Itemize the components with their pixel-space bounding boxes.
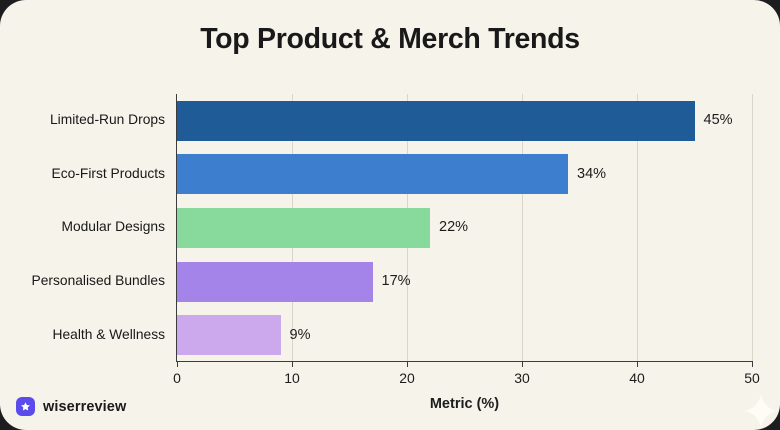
bar-value-label: 22% (439, 219, 469, 236)
plot-area: 45% Limited-Run Drops 34% Eco-First Product… (32, 94, 752, 362)
bar-value-label: 17% (381, 273, 411, 290)
bar-row: 45% Limited-Run Drops (50, 94, 752, 148)
bar[interactable] (177, 261, 373, 302)
bar-value-label: 34% (577, 165, 607, 182)
y-axis-label-slot: Health & Wellness (0, 308, 177, 362)
y-tick-label: Health & Wellness (52, 326, 165, 342)
x-tick-label: 0 (173, 370, 181, 386)
y-tick-label: Limited-Run Drops (49, 112, 165, 128)
bar-row: 17% Personalised Bundles (32, 255, 752, 309)
bar-value-label: 9% (289, 326, 311, 343)
page-title: Top Product & Merch Trends (200, 23, 580, 55)
x-tick-label: 20 (399, 370, 415, 386)
x-tick-label: 50 (744, 370, 760, 386)
x-tick-mark (292, 362, 294, 367)
x-tick-label: 10 (284, 370, 300, 386)
x-tick-mark (407, 362, 409, 367)
x-tick-label: 30 (514, 370, 530, 386)
bar-row: 9% Health & Wellness (53, 308, 752, 362)
bar-row: 22% Modular Designs (61, 201, 752, 255)
gridline (752, 94, 753, 362)
y-axis-label-slot: Modular Designs (0, 201, 177, 255)
bar[interactable] (177, 207, 430, 248)
x-tick-mark (522, 362, 524, 367)
x-tick-label: 40 (629, 370, 645, 386)
brand-footer: wiserreview (16, 397, 126, 416)
bar-value-label: 45% (703, 112, 733, 129)
brand-name: wiserreview (43, 398, 127, 415)
y-tick-label: Personalised Bundles (31, 273, 165, 289)
bar[interactable] (177, 315, 281, 356)
bar-row: 34% Eco-First Products (52, 148, 752, 202)
y-axis-label-slot: Limited-Run Drops (0, 94, 177, 148)
y-tick-label: Eco-First Products (51, 165, 165, 181)
gridline (522, 94, 523, 362)
x-tick-mark (637, 362, 639, 367)
gridline (637, 94, 638, 362)
y-axis-line (176, 94, 178, 362)
x-tick-mark (177, 362, 179, 367)
brand-logo-mark (16, 397, 35, 416)
x-axis-label: Metric (%) (429, 396, 500, 412)
bar[interactable] (177, 100, 695, 141)
y-axis-label-slot: Personalised Bundles (0, 255, 177, 309)
x-axis-line (176, 361, 753, 363)
x-tick-mark (752, 362, 754, 367)
y-axis-label-slot: Eco-First Products (0, 148, 177, 202)
bar[interactable] (177, 154, 568, 195)
star-icon (21, 402, 30, 411)
y-tick-label: Modular Designs (61, 219, 165, 235)
